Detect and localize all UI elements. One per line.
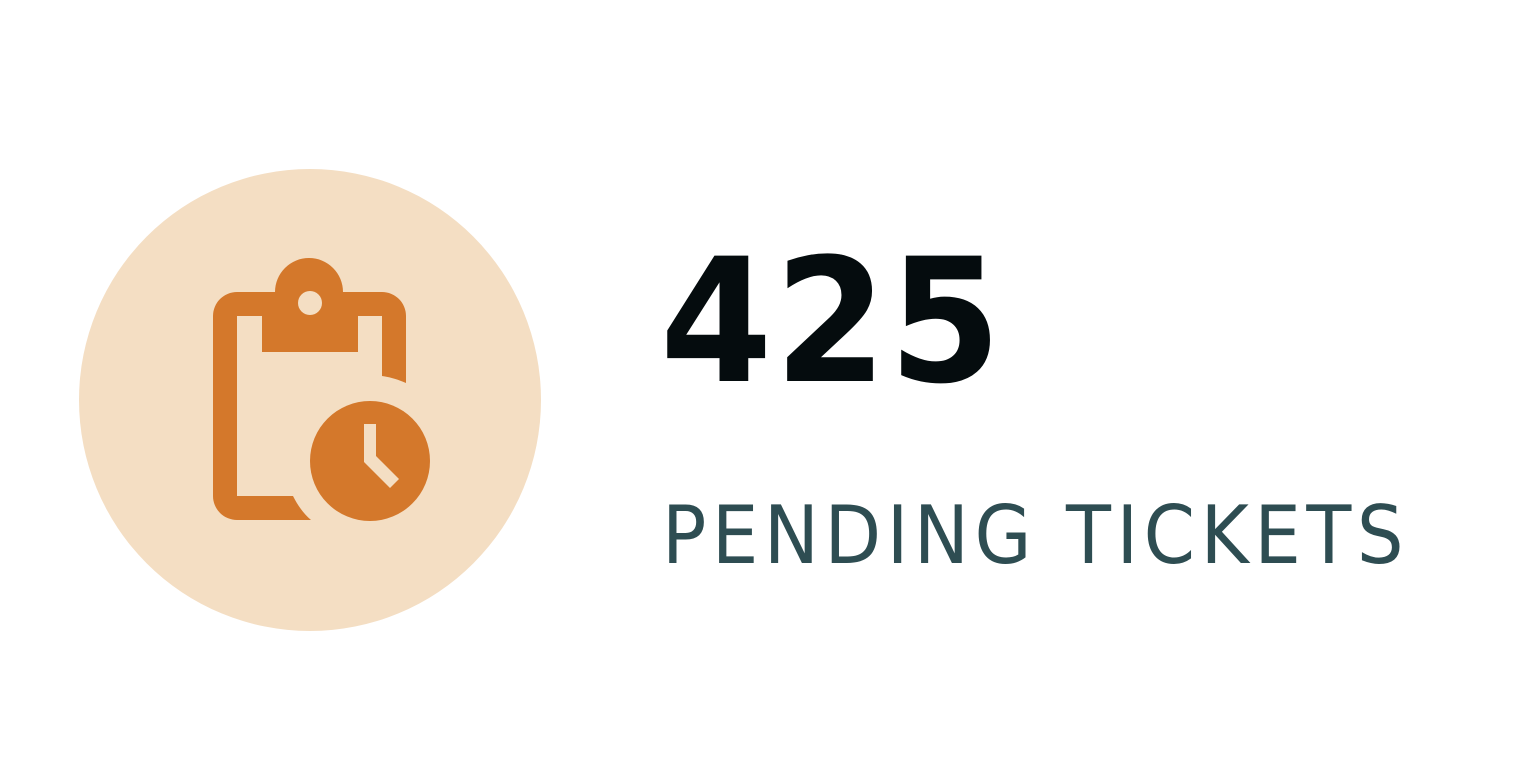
icon-circle	[79, 169, 541, 631]
stat-value: 425	[660, 221, 1004, 422]
pending-clipboard-clock-icon	[213, 258, 430, 521]
stat-label: PENDING TICKETS	[662, 489, 1410, 582]
